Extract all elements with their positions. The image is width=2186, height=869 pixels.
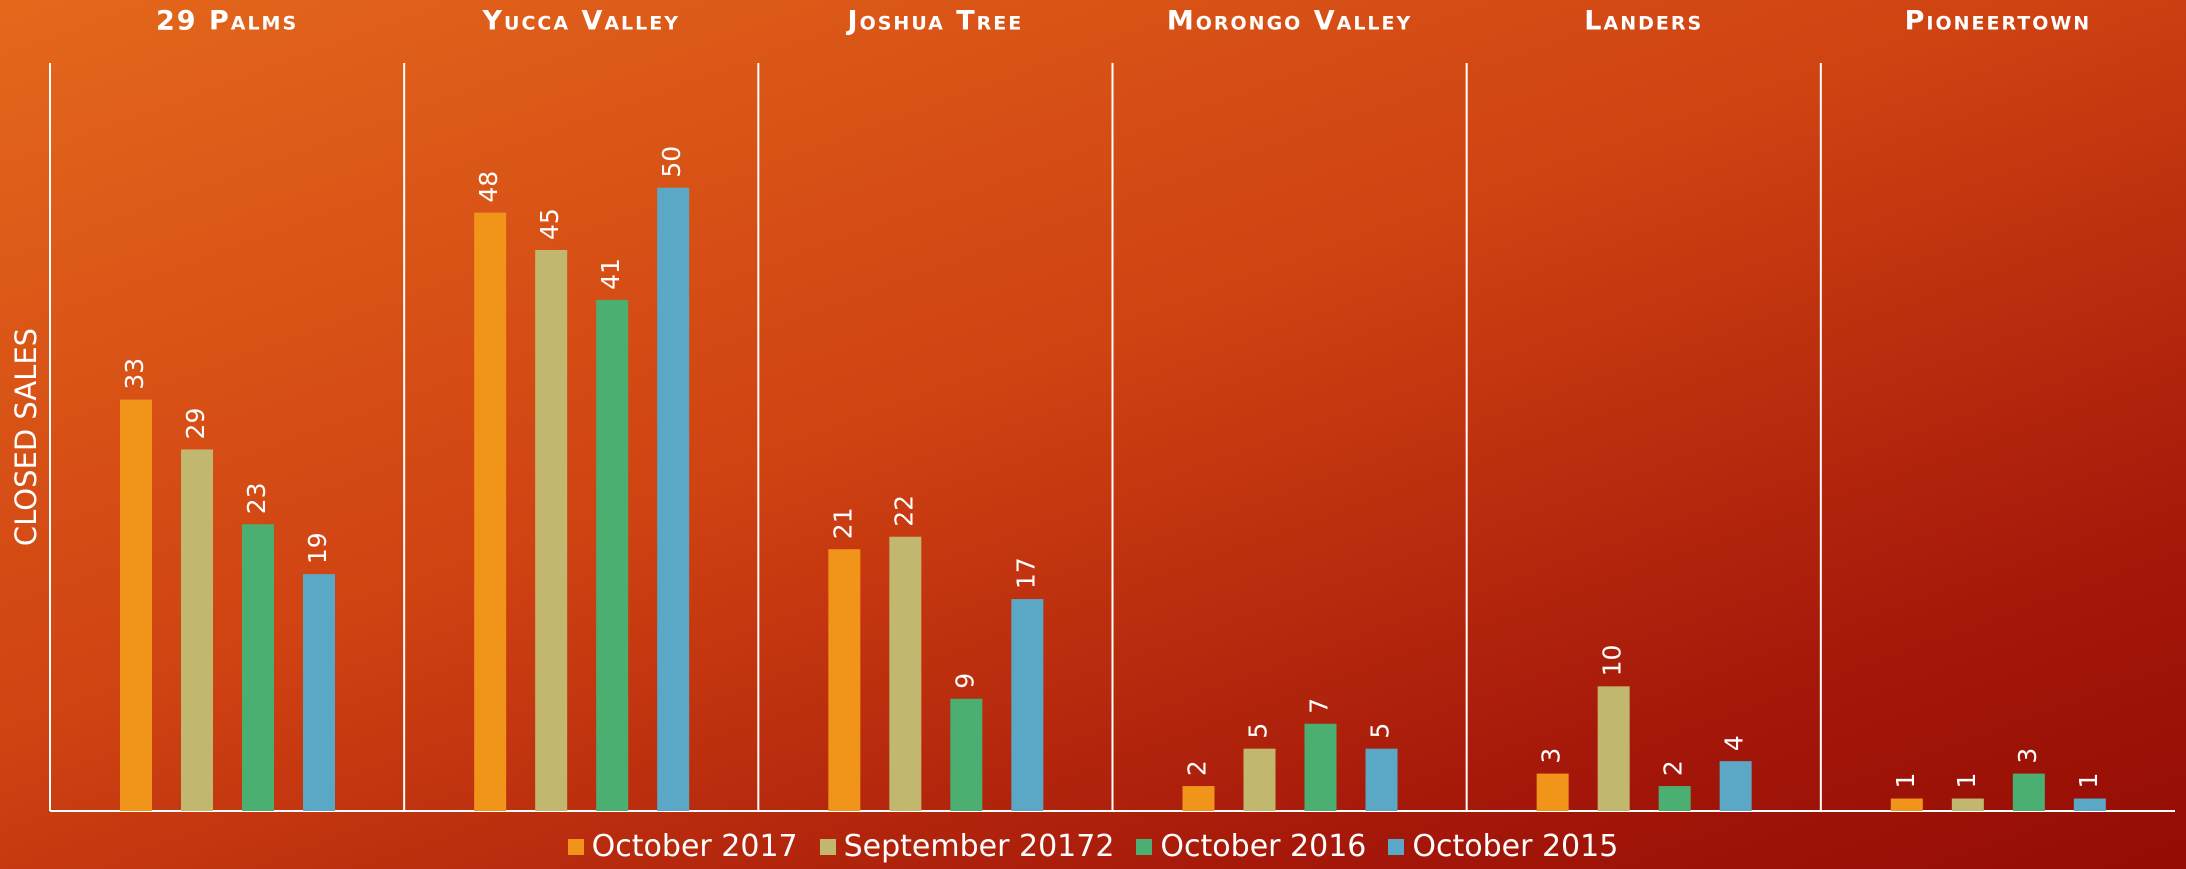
bar: [1719, 761, 1752, 811]
bar: [950, 698, 983, 811]
bar: [1890, 798, 1923, 811]
value-label: 5: [1366, 723, 1395, 739]
bar: [1011, 599, 1044, 811]
bar: [1182, 786, 1215, 811]
bar: [1365, 748, 1398, 811]
bar: [181, 449, 213, 811]
bar: [2012, 773, 2045, 811]
legend-label: October 2015: [1412, 829, 1619, 864]
legend-swatch: [567, 838, 584, 855]
value-label: 41: [596, 258, 625, 290]
bar: [1304, 723, 1337, 811]
legend-swatch: [1136, 838, 1153, 855]
legend-item: October 2017: [567, 829, 798, 864]
legend-swatch: [1388, 838, 1405, 855]
value-label: 1: [2074, 773, 2103, 789]
bar: [1243, 748, 1276, 811]
bar: [474, 212, 507, 812]
category-label: 29 Palms: [156, 6, 298, 37]
legend-item: September 20172: [819, 829, 1115, 864]
bar: [535, 250, 568, 811]
bar: [1536, 773, 1569, 811]
value-label: 50: [657, 146, 686, 178]
value-label: 48: [474, 171, 503, 203]
value-label: 19: [303, 532, 332, 564]
legend-label: October 2016: [1160, 829, 1367, 864]
value-label: 2: [1183, 760, 1212, 776]
bar: [1951, 798, 1984, 811]
value-label: 21: [828, 507, 857, 539]
bar: [303, 574, 335, 811]
value-label: 1: [1891, 773, 1920, 789]
value-label: 22: [889, 495, 918, 527]
value-label: 45: [535, 208, 564, 240]
value-label: 3: [2013, 748, 2042, 764]
legend-label: October 2017: [591, 829, 798, 864]
value-label: 23: [242, 482, 271, 514]
legend-label: September 20172: [843, 829, 1115, 864]
value-label: 4: [1720, 735, 1749, 751]
value-label: 1: [1952, 773, 1981, 789]
bar: [828, 549, 861, 811]
value-label: 5: [1244, 723, 1273, 739]
category-label: Morongo Valley: [1167, 6, 1412, 37]
legend-item: October 2016: [1136, 829, 1366, 864]
category-label: Pioneertown: [1905, 6, 2092, 37]
bar: [2073, 798, 2106, 811]
value-label: 33: [120, 358, 149, 390]
legend-swatch: [819, 838, 836, 855]
bar: [120, 399, 152, 811]
category-label: Yucca Valley: [481, 6, 680, 37]
bar: [242, 524, 274, 811]
bar: [596, 299, 629, 811]
bar: [1597, 686, 1630, 811]
value-label: 7: [1305, 698, 1334, 714]
value-label: 17: [1011, 557, 1040, 589]
y-axis-label: CLOSED SALES: [9, 328, 43, 546]
category-label: Joshua Tree: [846, 6, 1024, 37]
legend: October 2017 September 20172 October 2016 O…: [0, 829, 2186, 864]
value-label: 29: [181, 408, 210, 440]
value-label: 10: [1598, 645, 1627, 677]
bar: [1658, 786, 1691, 811]
value-label: 3: [1537, 748, 1566, 764]
bar: [889, 536, 922, 811]
category-label: Landers: [1584, 6, 1703, 37]
legend-item: October 2015: [1388, 829, 1618, 864]
value-label: 9: [950, 673, 979, 689]
value-label: 2: [1659, 760, 1688, 776]
bar: [657, 187, 690, 811]
